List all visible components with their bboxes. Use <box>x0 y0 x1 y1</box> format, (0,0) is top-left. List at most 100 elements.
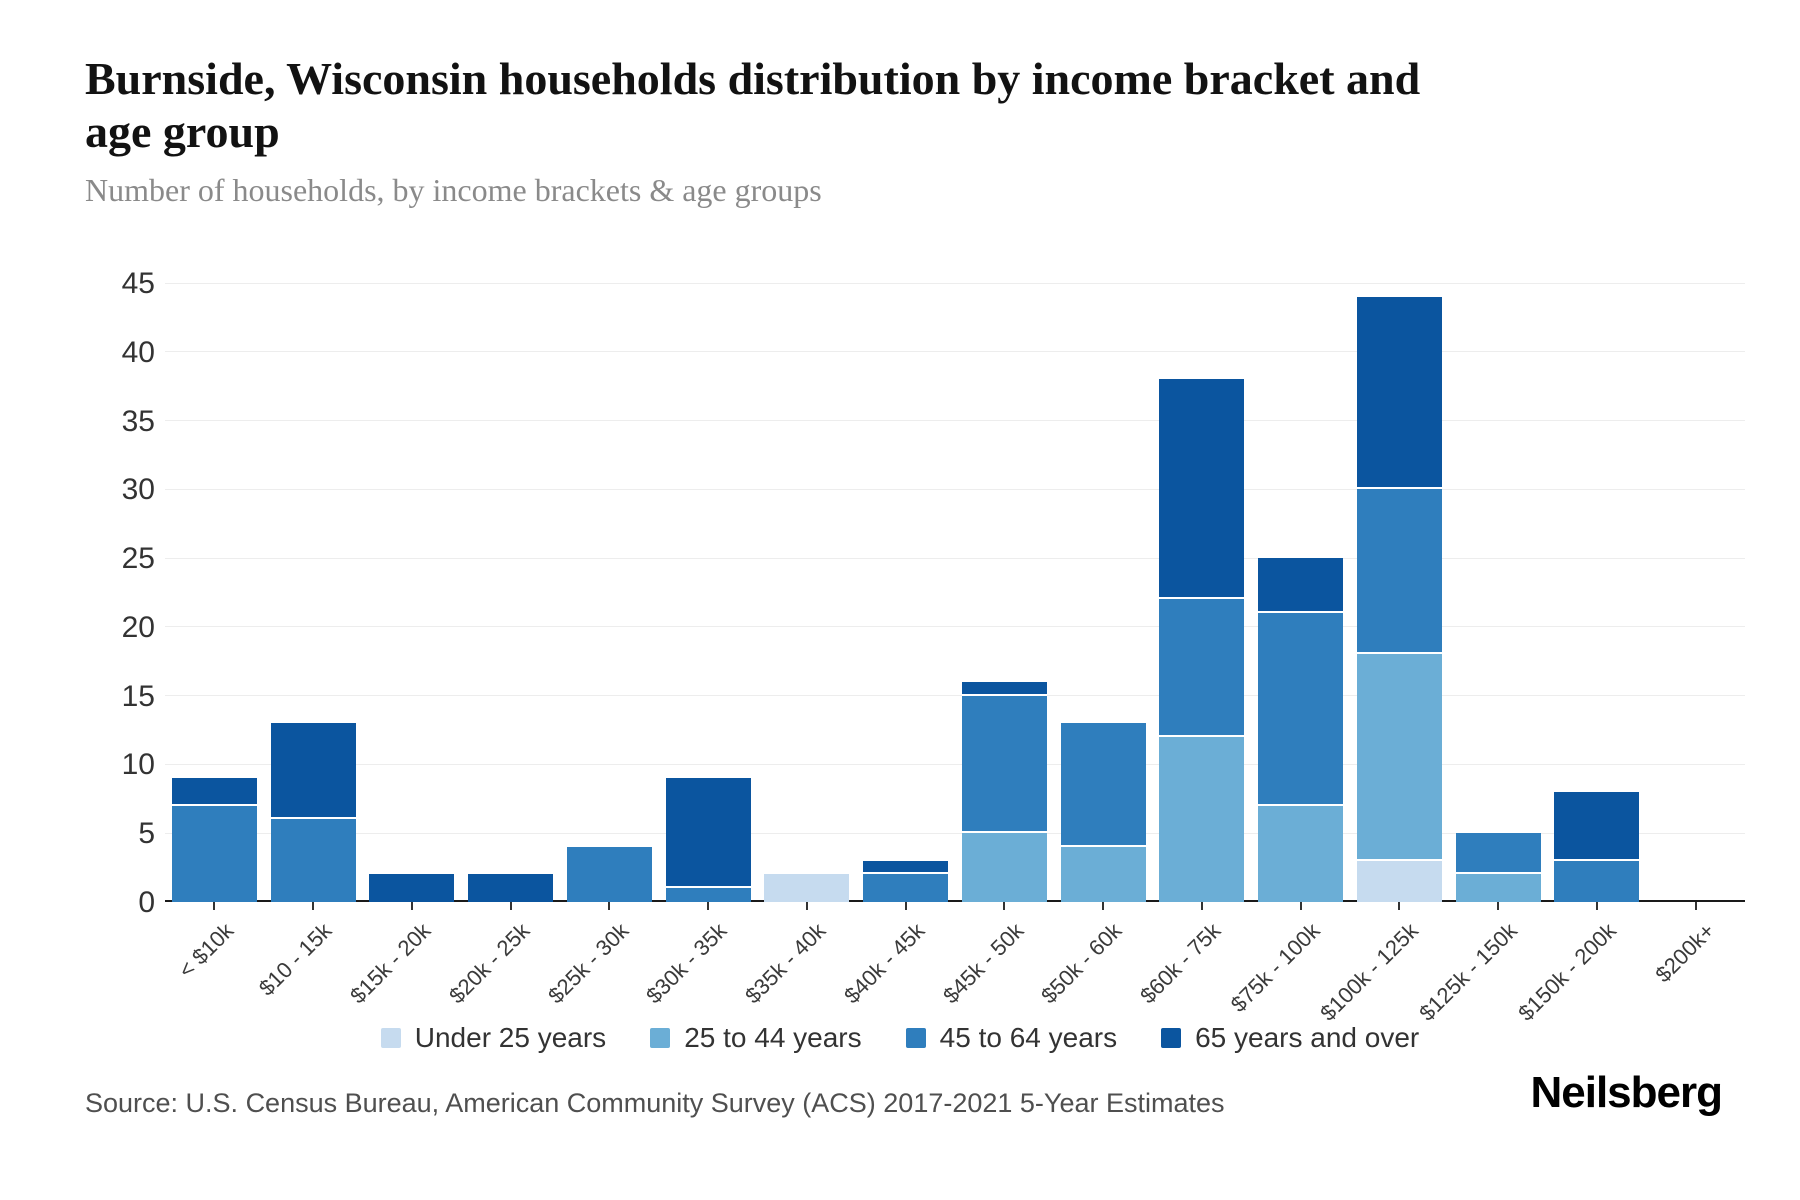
gridline <box>165 351 1745 353</box>
chart-title: Burnside, Wisconsin households distribut… <box>85 53 1421 158</box>
x-axis-label: $150k - 200k <box>1512 918 1621 1026</box>
x-axis-tick <box>1694 902 1697 910</box>
bar-segment <box>1258 613 1344 806</box>
x-axis-tick <box>904 902 907 910</box>
x-axis-tick <box>509 902 512 910</box>
y-axis-label: 45 <box>121 267 155 300</box>
y-axis-label: 0 <box>138 886 155 919</box>
bar-segment <box>171 778 257 806</box>
x-axis-label: $125k - 150k <box>1414 918 1522 1026</box>
x-axis-tick <box>410 902 413 910</box>
x-axis-tick <box>1200 902 1203 910</box>
x-axis-tick <box>1398 902 1401 910</box>
gridline <box>165 695 1745 697</box>
legend-label: 65 years and over <box>1195 1022 1420 1053</box>
legend-item: 65 years and over <box>1161 1022 1419 1054</box>
y-axis-label: 35 <box>121 404 155 438</box>
bar-segment <box>1356 489 1442 655</box>
x-axis-label: $30k - 35k <box>641 918 732 1009</box>
bar-segment <box>270 723 356 820</box>
legend: Under 25 years 25 to 44 years 45 to 64 yea… <box>0 1022 1800 1054</box>
gridline <box>165 488 1745 490</box>
bar-segment <box>961 833 1047 902</box>
y-axis-label: 10 <box>121 748 155 782</box>
brand-logo: Neilsberg <box>1530 1068 1723 1117</box>
x-axis-label: $200k+ <box>1650 918 1720 988</box>
bar-segment <box>1554 791 1640 861</box>
x-axis-label: $75k - 100k <box>1225 918 1325 1017</box>
x-axis-tick <box>805 902 808 910</box>
bar-segment <box>1060 723 1146 847</box>
y-axis-label: 40 <box>121 335 155 369</box>
x-axis-tick <box>1102 902 1105 910</box>
x-axis-label: $60k - 75k <box>1135 918 1226 1009</box>
bar-segment <box>1356 654 1442 861</box>
y-axis-label: 5 <box>138 817 155 851</box>
bar-segment <box>1060 846 1146 902</box>
x-axis-label: $50k - 60k <box>1036 918 1127 1009</box>
gridline <box>165 420 1745 422</box>
legend-label: 25 to 44 years <box>684 1022 862 1053</box>
bar-segment <box>1554 860 1640 902</box>
legend-item: 25 to 44 years <box>650 1022 862 1054</box>
legend-label: Under 25 years <box>414 1022 607 1053</box>
gridline <box>165 557 1745 559</box>
gridline <box>165 832 1745 834</box>
bar-segment <box>468 874 554 902</box>
x-axis-tick <box>608 902 611 910</box>
legend-label: 45 to 64 years <box>939 1022 1118 1053</box>
bar-segment <box>961 681 1047 696</box>
bar-segment <box>1159 599 1245 737</box>
x-axis-tick <box>1299 902 1302 910</box>
bar-segment <box>270 819 356 902</box>
x-axis-tick <box>1497 902 1500 910</box>
y-axis-label: 30 <box>121 473 155 507</box>
y-axis-label: 15 <box>121 679 155 713</box>
x-axis-label: $35k - 40k <box>740 918 831 1009</box>
x-axis-label: < $10k <box>173 918 239 983</box>
legend-swatch <box>1161 1028 1182 1048</box>
source-note: Source: U.S. Census Bureau, American Com… <box>85 1088 1225 1118</box>
bar-segment <box>1159 736 1245 902</box>
y-axis-label: 25 <box>121 542 155 576</box>
x-axis-label: $45k - 50k <box>937 918 1029 1009</box>
gridline <box>165 282 1745 284</box>
bar-segment <box>764 874 850 902</box>
bar-segment <box>1159 379 1245 600</box>
gridline <box>165 763 1745 765</box>
legend-item: 45 to 64 years <box>905 1022 1118 1054</box>
legend-swatch <box>650 1028 671 1048</box>
bar-segment <box>1356 296 1442 490</box>
x-axis-tick <box>1595 902 1598 910</box>
x-axis-label: $10 - 15k <box>254 918 337 1001</box>
bar-segment <box>665 778 751 889</box>
y-axis-label: 20 <box>121 610 155 644</box>
x-axis-label: $20k - 25k <box>443 918 535 1009</box>
x-axis-label: $15k - 20k <box>345 918 436 1009</box>
x-axis-label: $40k - 45k <box>838 918 930 1009</box>
chart-subtitle: Number of households, by income brackets… <box>85 172 822 208</box>
bar-segment <box>1258 805 1344 902</box>
bar-segment <box>863 860 949 875</box>
legend-item: Under 25 years <box>380 1022 607 1054</box>
gridline <box>165 626 1745 628</box>
legend-swatch <box>380 1028 401 1048</box>
x-axis-label: $25k - 30k <box>542 918 634 1009</box>
x-axis-line <box>165 900 1745 902</box>
bar-segment <box>665 888 751 902</box>
bar-segment <box>961 695 1047 834</box>
x-axis-tick <box>707 902 710 910</box>
bar-segment <box>369 874 455 902</box>
bar-segment <box>1356 860 1442 902</box>
x-axis-tick <box>1003 902 1006 910</box>
x-axis-tick <box>312 902 315 910</box>
bar-segment <box>566 846 652 902</box>
legend-swatch <box>905 1028 926 1048</box>
bar-segment <box>1455 874 1541 902</box>
bar-segment <box>1258 558 1344 614</box>
bar-segment <box>1455 833 1541 875</box>
x-axis-label: $100k - 125k <box>1315 918 1424 1026</box>
x-axis-tick <box>213 902 216 910</box>
bar-segment <box>171 805 257 902</box>
